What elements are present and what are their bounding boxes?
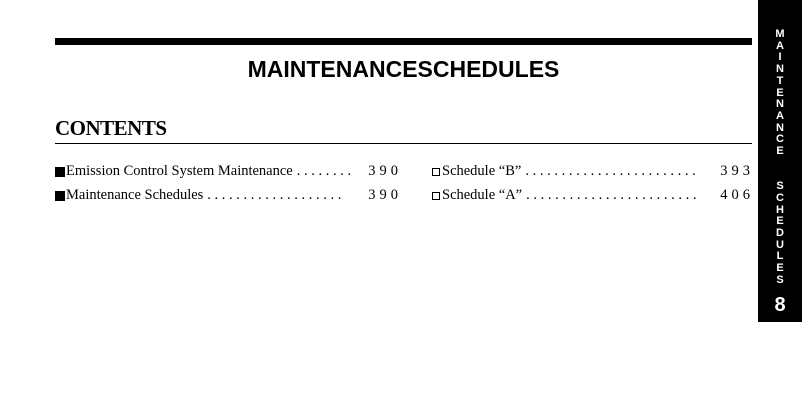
- toc-dots: . . . . . . . . . . . . . . . . . . .: [207, 187, 342, 203]
- toc-dots: . . . . . . . . . . . . . . . . . . . . …: [526, 187, 697, 203]
- section-number: 8: [774, 294, 786, 316]
- hollow-square-icon: [432, 167, 440, 176]
- toc-page: 390: [368, 163, 402, 179]
- toc-page: 406: [720, 187, 754, 203]
- filled-square-icon: [55, 190, 65, 201]
- toc-label: Emission Control System Maintenance: [66, 163, 293, 179]
- contents-heading: CONTENTS: [55, 116, 167, 140]
- toc-label: Maintenance Schedules: [66, 187, 204, 203]
- toc-entry[interactable]: Maintenance Schedules . . . . . . . . . …: [55, 187, 402, 204]
- toc-lead: Emission Control System Maintenance . . …: [55, 163, 351, 180]
- page-title: MAINTENANCESCHEDULES: [247, 56, 560, 82]
- hollow-square-icon: [432, 191, 440, 200]
- header-rule: [55, 38, 752, 45]
- toc-entry[interactable]: Emission Control System Maintenance . . …: [55, 163, 402, 180]
- toc-lead: Schedule “A” . . . . . . . . . . . . . .…: [432, 187, 697, 204]
- toc-page: 390: [368, 187, 402, 203]
- toc-lead: Maintenance Schedules . . . . . . . . . …: [55, 187, 341, 204]
- toc-dots: . . . . . . . .: [296, 163, 352, 179]
- toc-lead: Schedule “B” . . . . . . . . . . . . . .…: [432, 163, 696, 180]
- toc-dots: . . . . . . . . . . . . . . . . . . . . …: [525, 163, 696, 179]
- filled-square-icon: [55, 166, 65, 177]
- toc-page: 393: [720, 163, 754, 179]
- toc-entry[interactable]: Schedule “A” . . . . . . . . . . . . . .…: [432, 187, 754, 204]
- toc-label: Schedule “A”: [442, 187, 523, 203]
- contents-rule: [55, 143, 752, 144]
- toc-label: Schedule “B”: [442, 163, 522, 179]
- toc-entry[interactable]: Schedule “B” . . . . . . . . . . . . . .…: [432, 163, 754, 180]
